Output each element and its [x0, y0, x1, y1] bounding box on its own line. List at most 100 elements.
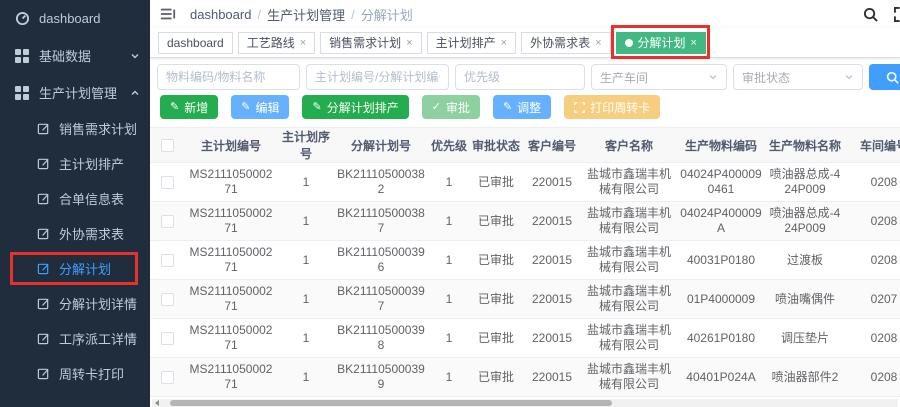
- tab-master-plan-scheduling[interactable]: 主计划排产 ×: [426, 31, 517, 54]
- sidebar-item-label: 基础数据: [39, 49, 92, 64]
- pencil-icon: ✎: [241, 100, 251, 113]
- table-cell: 盐城市鑫瑞丰机械有限公司: [582, 318, 676, 358]
- scrollbar-thumb[interactable]: [170, 400, 612, 406]
- decomposition-plan-schedule-button[interactable]: ✎ 分解计划排产: [302, 95, 409, 119]
- sidebar-item-master-plan-scheduling[interactable]: 主计划排产: [0, 146, 150, 181]
- table-row[interactable]: MS211105000271 1 BK211105000399 1 已审批 22…: [150, 357, 900, 397]
- approval-status-select[interactable]: 审批状态: [733, 64, 863, 90]
- sidebar-item-base-data[interactable]: 基础数据: [0, 37, 150, 74]
- sidebar-item-label: 工序派工详情: [59, 332, 138, 347]
- button-label: 打印周转卡: [590, 100, 651, 115]
- close-icon[interactable]: ×: [595, 36, 602, 49]
- tab-outsourcing-demand[interactable]: 外协需求表 ×: [521, 31, 611, 54]
- table-row[interactable]: MS211105000271 1 BK211105000397 1 已审批 22…: [150, 279, 900, 319]
- approve-button[interactable]: ✓ 审批: [421, 95, 480, 119]
- fullscreen-icon[interactable]: [894, 6, 900, 22]
- select-all-checkbox[interactable]: [160, 139, 174, 153]
- close-icon[interactable]: ×: [406, 36, 413, 49]
- button-label: 审批: [445, 100, 470, 115]
- edit-button[interactable]: ✎ 编辑: [231, 95, 290, 119]
- edit-square-icon: [37, 192, 50, 205]
- chevron-up-icon: [130, 88, 140, 98]
- table-cell: 1: [428, 357, 470, 397]
- row-checkbox[interactable]: [160, 214, 174, 228]
- row-checkbox-cell: [150, 357, 184, 397]
- sidebar-item-process-dispatch-detail[interactable]: 工序派工详情: [0, 321, 150, 356]
- check-icon: ✓: [431, 100, 441, 113]
- table-row[interactable]: MS211105000271 1 BK211105000398 1 已审批 22…: [150, 318, 900, 358]
- table-cell: 1: [428, 201, 470, 241]
- workshop-select[interactable]: 生产车间: [591, 64, 727, 90]
- close-icon[interactable]: ×: [299, 36, 307, 49]
- breadcrumb: dashboard / 生产计划管理 / 分解计划: [190, 5, 413, 24]
- table-cell: 1: [278, 279, 334, 319]
- table-cell: MS211105000271: [184, 240, 278, 280]
- sidebar-item-turnover-card-print[interactable]: 周转卡打印: [0, 356, 150, 391]
- tab-sales-demand-plan[interactable]: 销售需求计划 ×: [320, 31, 422, 54]
- sidebar-item-decomposition-plan[interactable]: 分解计划: [0, 251, 150, 286]
- chevron-down-icon: [845, 75, 853, 80]
- sidebar-item-label: 外协需求表: [59, 227, 125, 242]
- sidebar-submenu: 销售需求计划 主计划排产 合单信息表 外协需求表 分解计划 分解计划详情: [0, 111, 150, 391]
- table-cell: BK211105000397: [334, 279, 428, 319]
- page-content: 生产车间 审批状态 ✎ 新增 ✎ 编辑: [150, 58, 900, 407]
- search-icon[interactable]: [863, 7, 878, 22]
- tab-label: 分解计划: [637, 36, 686, 50]
- table-row[interactable]: MS211105000271 1 BK211105000387 1 已审批 22…: [150, 201, 900, 241]
- table-cell: BK211105000387: [334, 201, 428, 241]
- table-cell: 220015: [522, 357, 582, 397]
- table-cell: BK211105000399: [334, 357, 428, 397]
- sidebar-item-dashboard[interactable]: dashboard: [0, 0, 150, 37]
- table-cell: 盐城市鑫瑞丰机械有限公司: [582, 162, 676, 202]
- plan-number-input[interactable]: [306, 64, 449, 90]
- sidebar-item-decomposition-plan-detail[interactable]: 分解计划详情: [0, 286, 150, 321]
- table-cell: 已审批: [470, 357, 522, 397]
- row-checkbox[interactable]: [160, 331, 174, 345]
- adjust-button[interactable]: ✎ 调整: [492, 95, 552, 119]
- edit-square-icon: [37, 227, 50, 240]
- close-icon[interactable]: ×: [500, 36, 508, 49]
- row-checkbox-cell: [150, 279, 184, 319]
- table-cell: 04024P400009A: [676, 201, 766, 241]
- search-button[interactable]: [869, 64, 900, 90]
- breadcrumb-dashboard[interactable]: dashboard: [190, 6, 252, 22]
- sidebar-item-label: 生产计划管理: [39, 86, 118, 101]
- row-checkbox[interactable]: [160, 292, 174, 306]
- print-turnover-card-button[interactable]: 打印周转卡: [564, 95, 661, 119]
- sidebar-item-production-plan-mgmt[interactable]: 生产计划管理: [0, 74, 150, 111]
- navbar-actions: [863, 6, 900, 22]
- table-cell: MS211105000271: [184, 201, 278, 241]
- sidebar-item-outsourcing-demand[interactable]: 外协需求表: [0, 216, 150, 251]
- table-cell: 喷油器总成-424P009: [766, 162, 844, 202]
- material-code-name-input[interactable]: [157, 64, 300, 90]
- sidebar-item-sales-demand-plan[interactable]: 销售需求计划: [0, 111, 150, 146]
- row-checkbox-cell: [150, 201, 184, 241]
- sidebar-item-label: 主计划排产: [59, 157, 125, 172]
- table-cell: 220015: [522, 318, 582, 358]
- add-button[interactable]: ✎ 新增: [160, 95, 219, 119]
- table-cell: 40031P0180: [676, 240, 766, 280]
- row-checkbox[interactable]: [160, 175, 174, 189]
- button-label: 分解计划排产: [326, 100, 399, 115]
- hamburger-icon[interactable]: [160, 7, 176, 21]
- column-header: 生产物料名称: [766, 127, 844, 163]
- tab-dashboard[interactable]: dashboard: [158, 31, 233, 54]
- row-checkbox[interactable]: [160, 370, 174, 384]
- table-row[interactable]: MS211105000271 1 BK211105000382 1 已审批 22…: [150, 162, 900, 202]
- tab-decomposition-plan[interactable]: 分解计划 ×: [610, 24, 710, 59]
- sidebar-item-label: 销售需求计划: [59, 122, 138, 137]
- row-checkbox-cell: [150, 240, 184, 280]
- pencil-icon: ✎: [502, 100, 513, 113]
- sidebar-item-combined-order-info[interactable]: 合单信息表: [0, 181, 150, 216]
- toolbar: ✎ 新增 ✎ 编辑 ✎ 分解计划排产 ✓ 审批 ✎ 调整: [150, 95, 900, 119]
- breadcrumb-production-plan-mgmt[interactable]: 生产计划管理: [267, 7, 346, 23]
- scroll-left-arrow-icon[interactable]: [155, 400, 159, 406]
- row-checkbox[interactable]: [160, 253, 174, 267]
- active-dot-icon: [624, 38, 633, 47]
- close-icon[interactable]: ×: [690, 36, 697, 49]
- priority-input[interactable]: [455, 64, 585, 90]
- horizontal-scrollbar[interactable]: [152, 399, 898, 407]
- tab-process-route[interactable]: 工艺路线 ×: [237, 31, 316, 54]
- table-row[interactable]: MS211105000271 1 BK211105000396 1 已审批 22…: [150, 240, 900, 280]
- main-area: dashboard / 生产计划管理 / 分解计划 dashboard: [150, 0, 900, 407]
